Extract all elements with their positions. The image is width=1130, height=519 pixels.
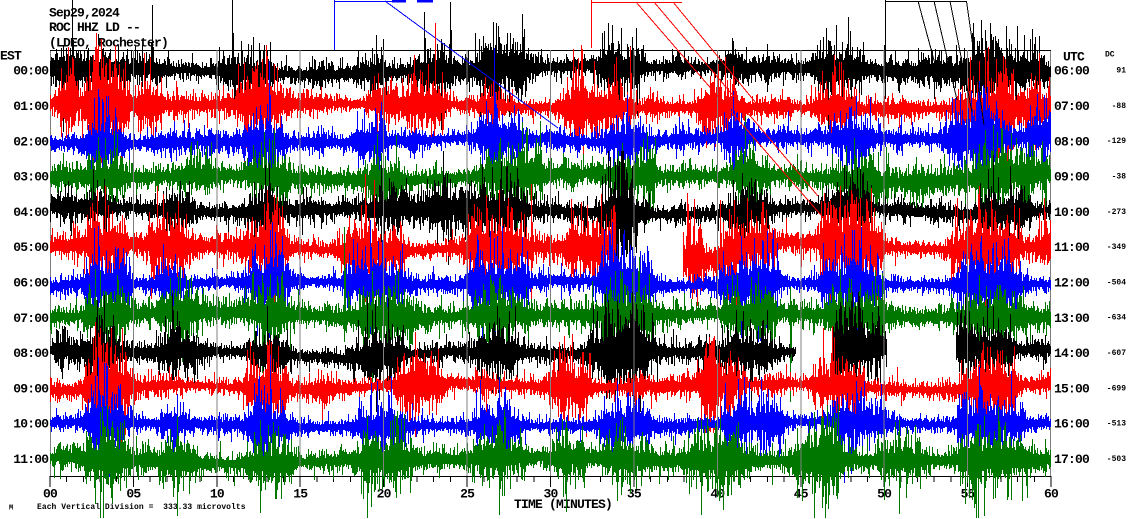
svg-text:01:00: 01:00 — [13, 99, 49, 114]
svg-text:Each Vertical Division = 333.: Each Vertical Division = 333.33 microvol… — [37, 503, 246, 512]
svg-text:Sep29,2024: Sep29,2024 — [49, 5, 120, 20]
svg-text:17:00: 17:00 — [1054, 452, 1090, 467]
svg-text:M: M — [9, 505, 13, 513]
svg-text:09:00: 09:00 — [13, 381, 49, 396]
svg-text:07:00: 07:00 — [1054, 99, 1090, 114]
svg-text:-699: -699 — [1107, 384, 1126, 393]
svg-text:-88: -88 — [1112, 102, 1127, 111]
svg-text:06:00: 06:00 — [13, 276, 49, 291]
svg-text:-504: -504 — [1107, 278, 1126, 287]
svg-text:-38: -38 — [1112, 173, 1127, 182]
svg-text:35: 35 — [627, 487, 642, 502]
svg-text:UTC: UTC — [1063, 49, 1085, 64]
svg-text:DC: DC — [1105, 50, 1115, 59]
svg-text:13:00: 13:00 — [1054, 311, 1090, 326]
svg-text:09:00: 09:00 — [1054, 170, 1090, 185]
svg-text:07:00: 07:00 — [13, 311, 49, 326]
svg-text:-513: -513 — [1107, 420, 1126, 429]
svg-text:16:00: 16:00 — [1054, 417, 1090, 432]
svg-text:11:00: 11:00 — [13, 452, 49, 467]
svg-text:ROC HHZ LD --: ROC HHZ LD -- — [49, 20, 140, 35]
svg-text:-634: -634 — [1107, 314, 1126, 323]
svg-text:10:00: 10:00 — [13, 417, 49, 432]
svg-text:40: 40 — [710, 487, 725, 502]
svg-text:05:00: 05:00 — [13, 240, 49, 255]
svg-text:-273: -273 — [1107, 208, 1126, 217]
svg-text:06:00: 06:00 — [1054, 64, 1090, 79]
svg-text:45: 45 — [794, 487, 809, 502]
svg-text:08:00: 08:00 — [13, 346, 49, 361]
svg-text:30: 30 — [543, 487, 558, 502]
svg-text:91: 91 — [1116, 67, 1126, 76]
svg-text:-129: -129 — [1107, 137, 1126, 146]
svg-text:-607: -607 — [1107, 349, 1126, 358]
svg-text:00:00: 00:00 — [13, 64, 49, 79]
svg-text:(LDEO, Rochester): (LDEO, Rochester) — [49, 35, 168, 50]
svg-text:14:00: 14:00 — [1054, 346, 1090, 361]
svg-text:10:00: 10:00 — [1054, 205, 1090, 220]
svg-text:25: 25 — [460, 487, 475, 502]
svg-text:20: 20 — [377, 487, 392, 502]
svg-text:15: 15 — [293, 487, 308, 502]
svg-text:02:00: 02:00 — [13, 134, 49, 149]
svg-text:-349: -349 — [1107, 243, 1126, 252]
svg-text:50: 50 — [877, 487, 892, 502]
svg-text:11:00: 11:00 — [1054, 240, 1090, 255]
svg-text:00: 00 — [43, 487, 58, 502]
svg-text:15:00: 15:00 — [1054, 381, 1090, 396]
svg-text:04:00: 04:00 — [13, 205, 49, 220]
svg-text:10: 10 — [210, 487, 225, 502]
svg-text:08:00: 08:00 — [1054, 134, 1090, 149]
svg-text:EST: EST — [0, 49, 22, 64]
svg-text:TIME (MINUTES): TIME (MINUTES) — [514, 497, 612, 512]
svg-text:60: 60 — [1044, 487, 1059, 502]
svg-text:03:00: 03:00 — [13, 170, 49, 185]
svg-text:12:00: 12:00 — [1054, 276, 1090, 291]
svg-text:05: 05 — [126, 487, 141, 502]
svg-text:-503: -503 — [1107, 455, 1126, 464]
